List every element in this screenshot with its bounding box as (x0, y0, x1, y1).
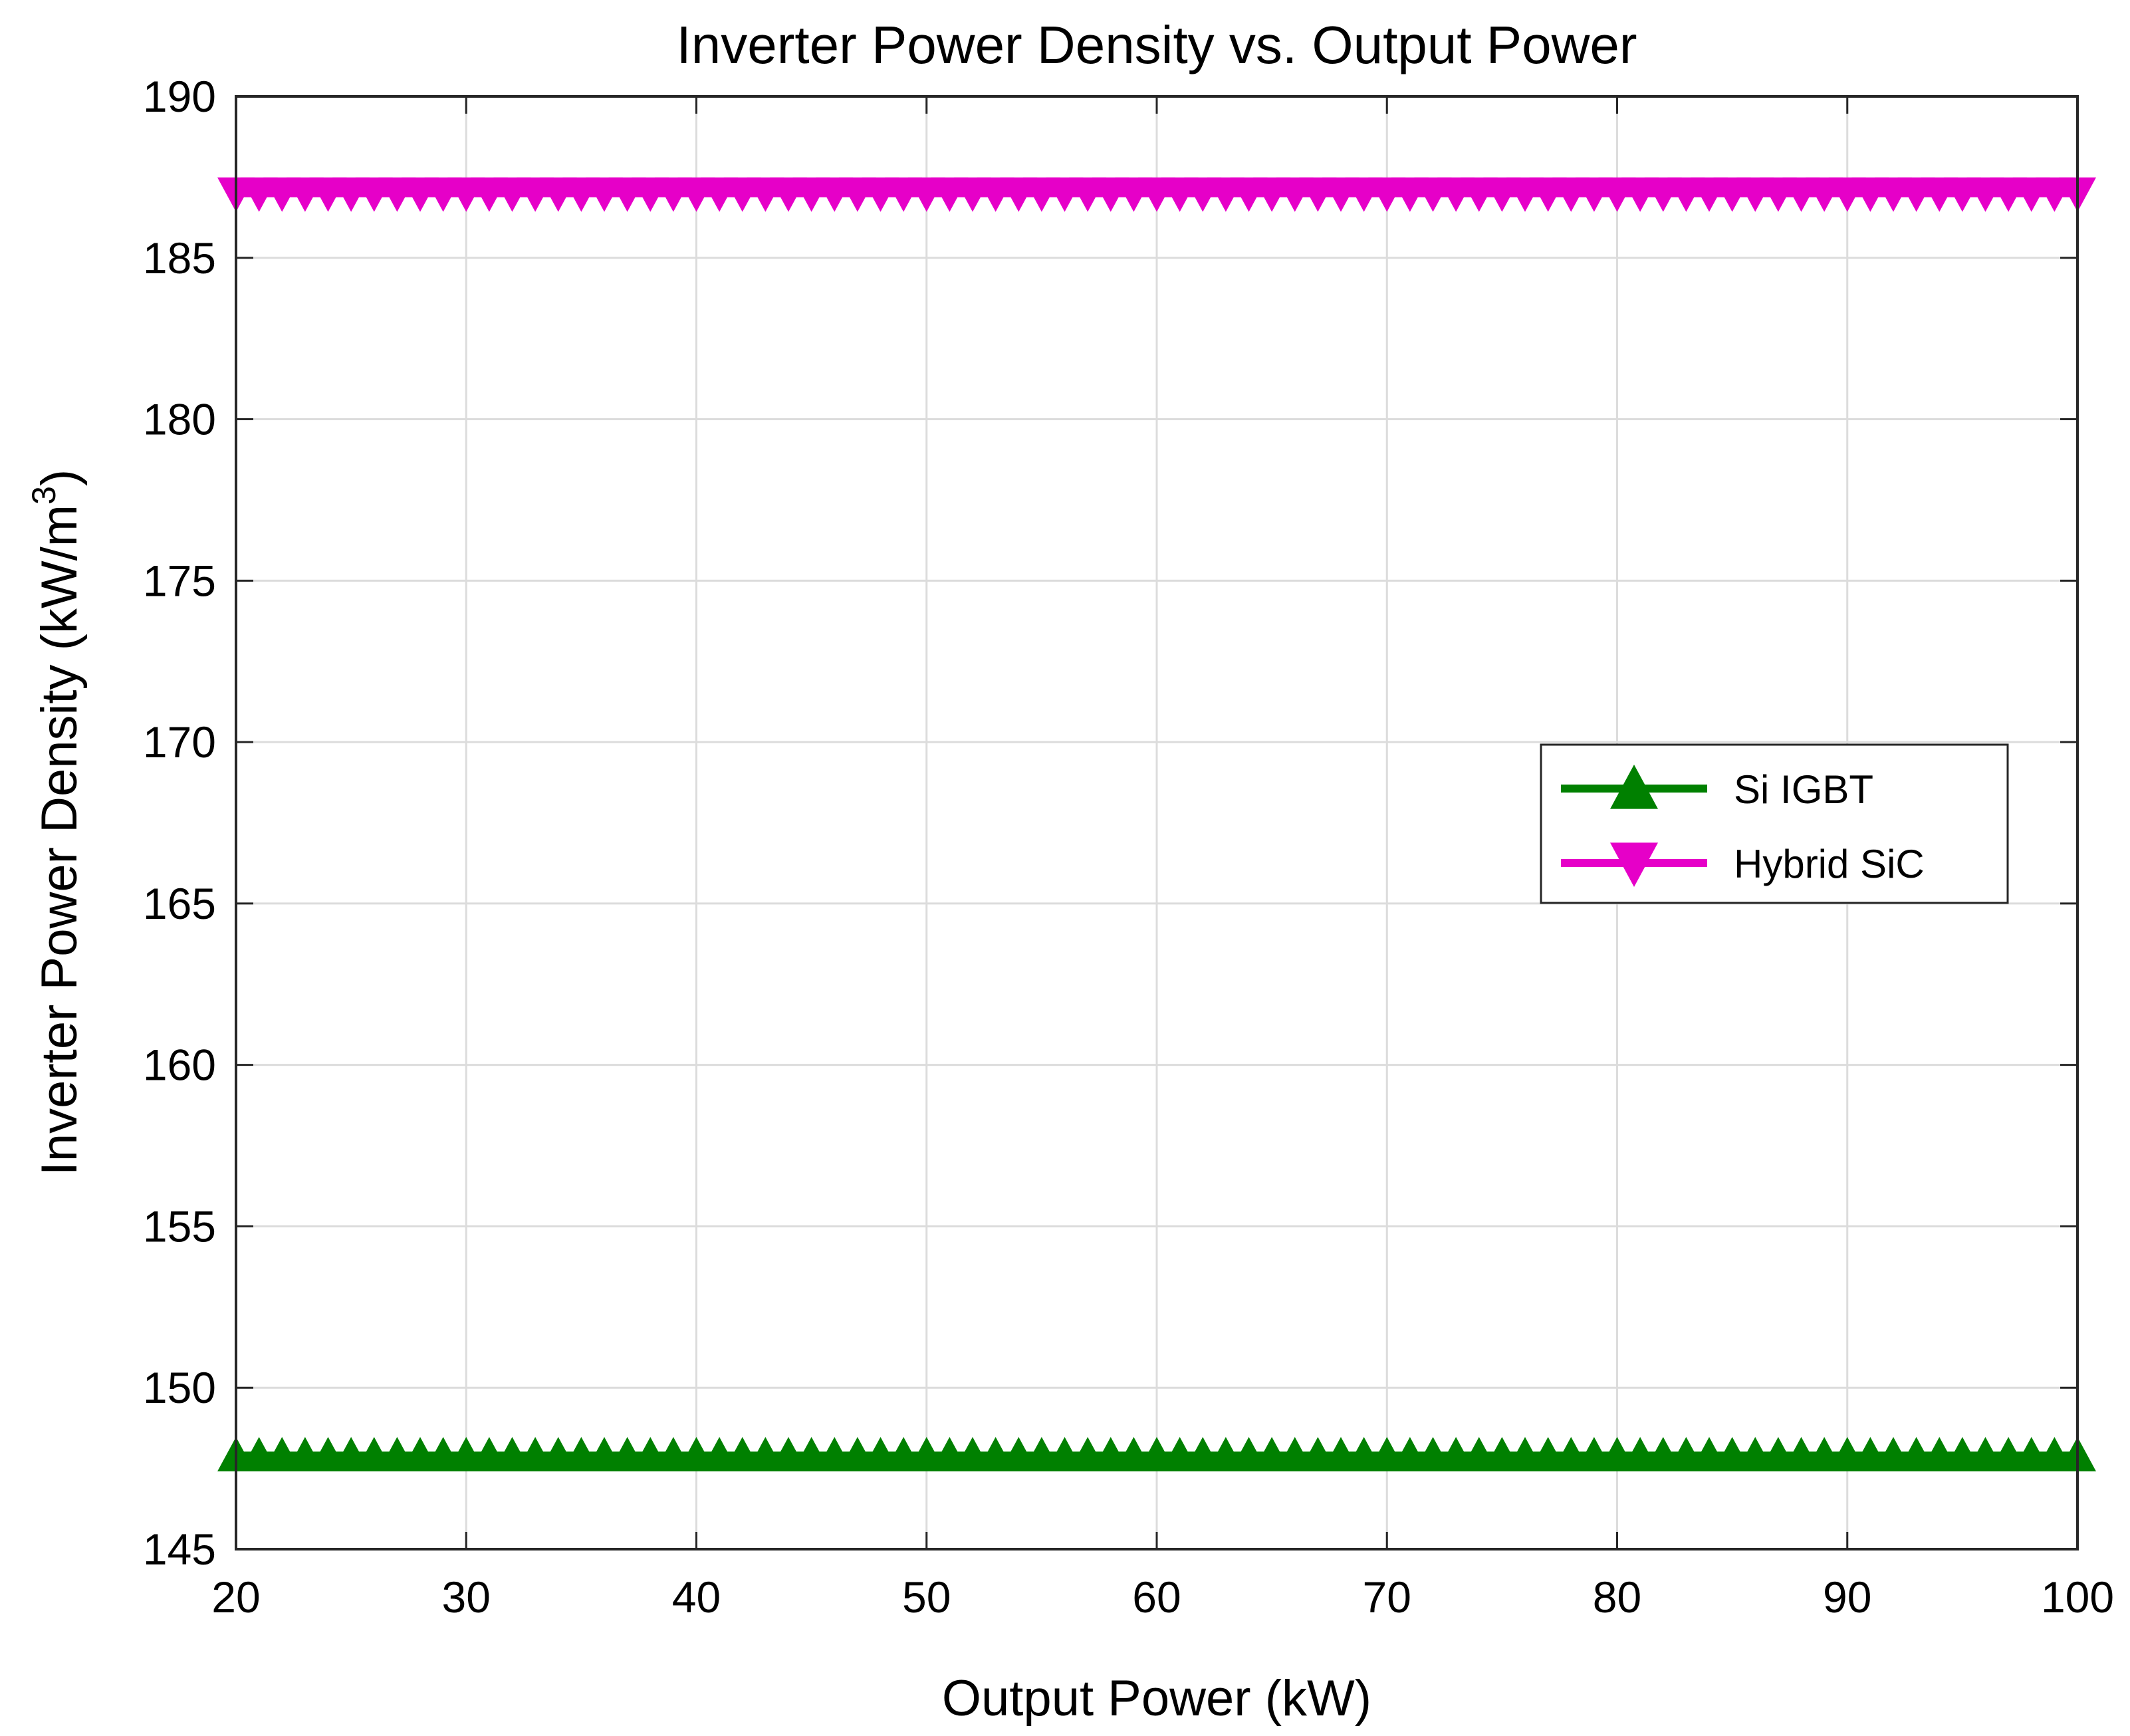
x-tick-label: 80 (1593, 1572, 1641, 1622)
y-axis-label-suffix: ) (31, 469, 88, 486)
y-tick-label: 170 (143, 717, 216, 767)
x-tick-label: 100 (2041, 1572, 2114, 1622)
x-tick-label: 20 (211, 1572, 260, 1622)
legend-marker-si-igbt (1610, 765, 1658, 809)
y-axis-label-superscript: 3 (25, 486, 62, 505)
x-tick-label: 90 (1823, 1572, 1871, 1622)
legend: Si IGBT Hybrid SiC (1540, 743, 2009, 904)
y-tick-label: 160 (143, 1041, 216, 1090)
x-tick-label: 60 (1132, 1572, 1181, 1622)
y-tick-label: 155 (143, 1201, 216, 1251)
x-axis-label: Output Power (kW) (942, 1670, 1371, 1727)
series-layer (217, 177, 2096, 1471)
x-tick-label: 40 (672, 1572, 721, 1622)
series-hybrid-sic (217, 177, 2096, 212)
y-tick-label: 190 (143, 72, 216, 121)
legend-label-hybrid-sic: Hybrid SiC (1734, 842, 1925, 886)
y-axis-label-main: Inverter Power Density (kW/m (31, 505, 88, 1176)
x-tick-label: 70 (1363, 1572, 1411, 1622)
y-tick-label: 175 (143, 556, 216, 605)
y-tick-label: 185 (143, 233, 216, 283)
x-tick-label: 50 (902, 1572, 951, 1622)
y-tick-label: 145 (143, 1525, 216, 1574)
legend-label-si-igbt: Si IGBT (1734, 767, 1873, 812)
y-tick-label: 165 (143, 879, 216, 928)
chart-title: Inverter Power Density vs. Output Power (677, 15, 1637, 74)
y-tick-label: 150 (143, 1363, 216, 1412)
y-axis-label: Inverter Power Density (kW/m3) (25, 469, 88, 1176)
y-tick-label: 180 (143, 395, 216, 444)
legend-box (1540, 743, 2009, 904)
series-si-igbt (217, 1437, 2096, 1471)
x-tick-label: 30 (442, 1572, 491, 1622)
ticks: 20 30 40 50 60 70 80 90 100 145 150 155 160 165 170 175… (143, 72, 2114, 1622)
legend-marker-hybrid-sic (1610, 842, 1658, 887)
